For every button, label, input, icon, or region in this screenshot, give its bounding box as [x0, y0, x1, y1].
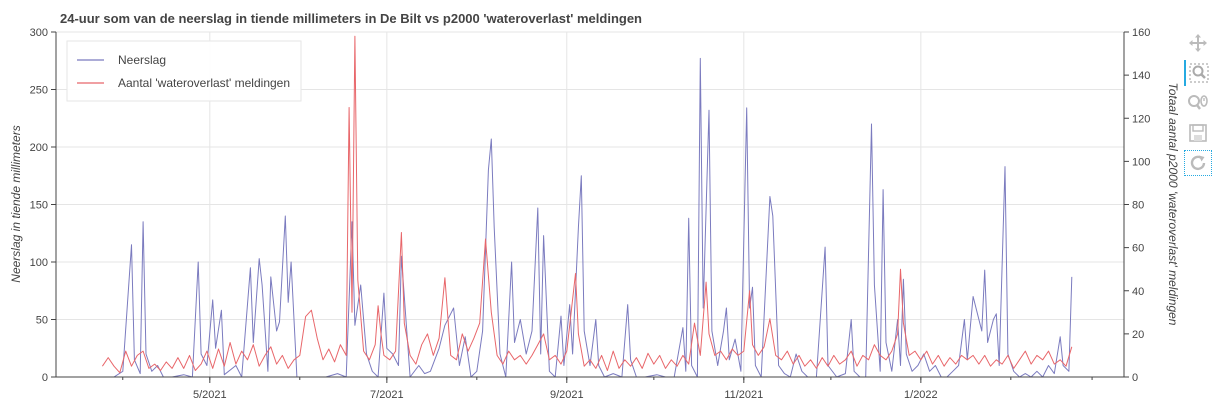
reset-tool[interactable]: [1184, 150, 1212, 176]
y2-tick-label: 120: [1132, 113, 1150, 125]
y2-tick-label: 140: [1132, 70, 1150, 82]
chart-title: 24-uur som van de neerslag in tiende mil…: [60, 11, 642, 26]
wheel-zoom-icon: [1188, 95, 1208, 110]
y-axis-label: Neerslag in tiende millimeters: [9, 125, 23, 282]
chart-toolbar: [1184, 30, 1214, 180]
y2-tick-label: 60: [1132, 243, 1144, 255]
x-tick-label: 7/2021: [370, 389, 404, 401]
chart-area[interactable]: 24-uur som van de neerslag in tiende mil…: [0, 0, 1180, 410]
box-zoom-icon: [1189, 63, 1209, 83]
right-axis-ticks: 0 20 40 60 80 100 120 140 160: [1124, 27, 1150, 384]
pan-icon: [1189, 34, 1207, 52]
pan-tool[interactable]: [1184, 30, 1212, 56]
y-tick-label: 250: [30, 85, 48, 97]
save-icon: [1189, 124, 1207, 142]
y-tick-label: 0: [42, 372, 48, 384]
y2-tick-label: 40: [1132, 286, 1144, 298]
save-tool[interactable]: [1184, 120, 1212, 146]
series-group: [101, 35, 1073, 378]
x-axis-ticks: 5/2021 7/2021 9/2021 11/2021 1/2022: [122, 377, 1093, 401]
y2-tick-label: 0: [1132, 372, 1138, 384]
y2-tick-label: 160: [1132, 27, 1150, 39]
x-tick-label: 5/2021: [193, 389, 227, 401]
reset-icon: [1190, 155, 1206, 171]
legend-box: [66, 40, 302, 102]
left-axis-ticks: 0 50 100 150 200 250 300: [30, 27, 56, 384]
y-tick-label: 300: [30, 27, 48, 39]
y2-tick-label: 80: [1132, 200, 1144, 212]
series-line-meldingen: [101, 35, 1073, 374]
y2-tick-label: 20: [1132, 329, 1144, 341]
chart-svg[interactable]: 24-uur som van de neerslag in tiende mil…: [0, 0, 1180, 410]
y-tick-label: 200: [30, 142, 48, 154]
x-tick-label: 1/2022: [904, 389, 938, 401]
y-tick-label: 50: [36, 315, 48, 327]
y-tick-label: 150: [30, 200, 48, 212]
y2-tick-label: 100: [1132, 156, 1150, 168]
y2-axis-label: Totaal aantal p2000 'wateroverlast' meld…: [1166, 83, 1180, 326]
x-tick-label: 9/2021: [550, 389, 584, 401]
wheel-zoom-tool[interactable]: [1184, 90, 1212, 116]
legend-label-meldingen: Aantal 'wateroverlast' meldingen: [118, 76, 290, 90]
x-tick-label: 11/2021: [724, 389, 763, 401]
box-zoom-tool[interactable]: [1184, 60, 1212, 86]
legend-label-neerslag: Neerslag: [118, 53, 166, 67]
y-tick-label: 100: [30, 257, 48, 269]
series-line-neerslag: [113, 57, 1073, 378]
legend: Neerslag Aantal 'wateroverlast' meldinge…: [66, 40, 302, 102]
